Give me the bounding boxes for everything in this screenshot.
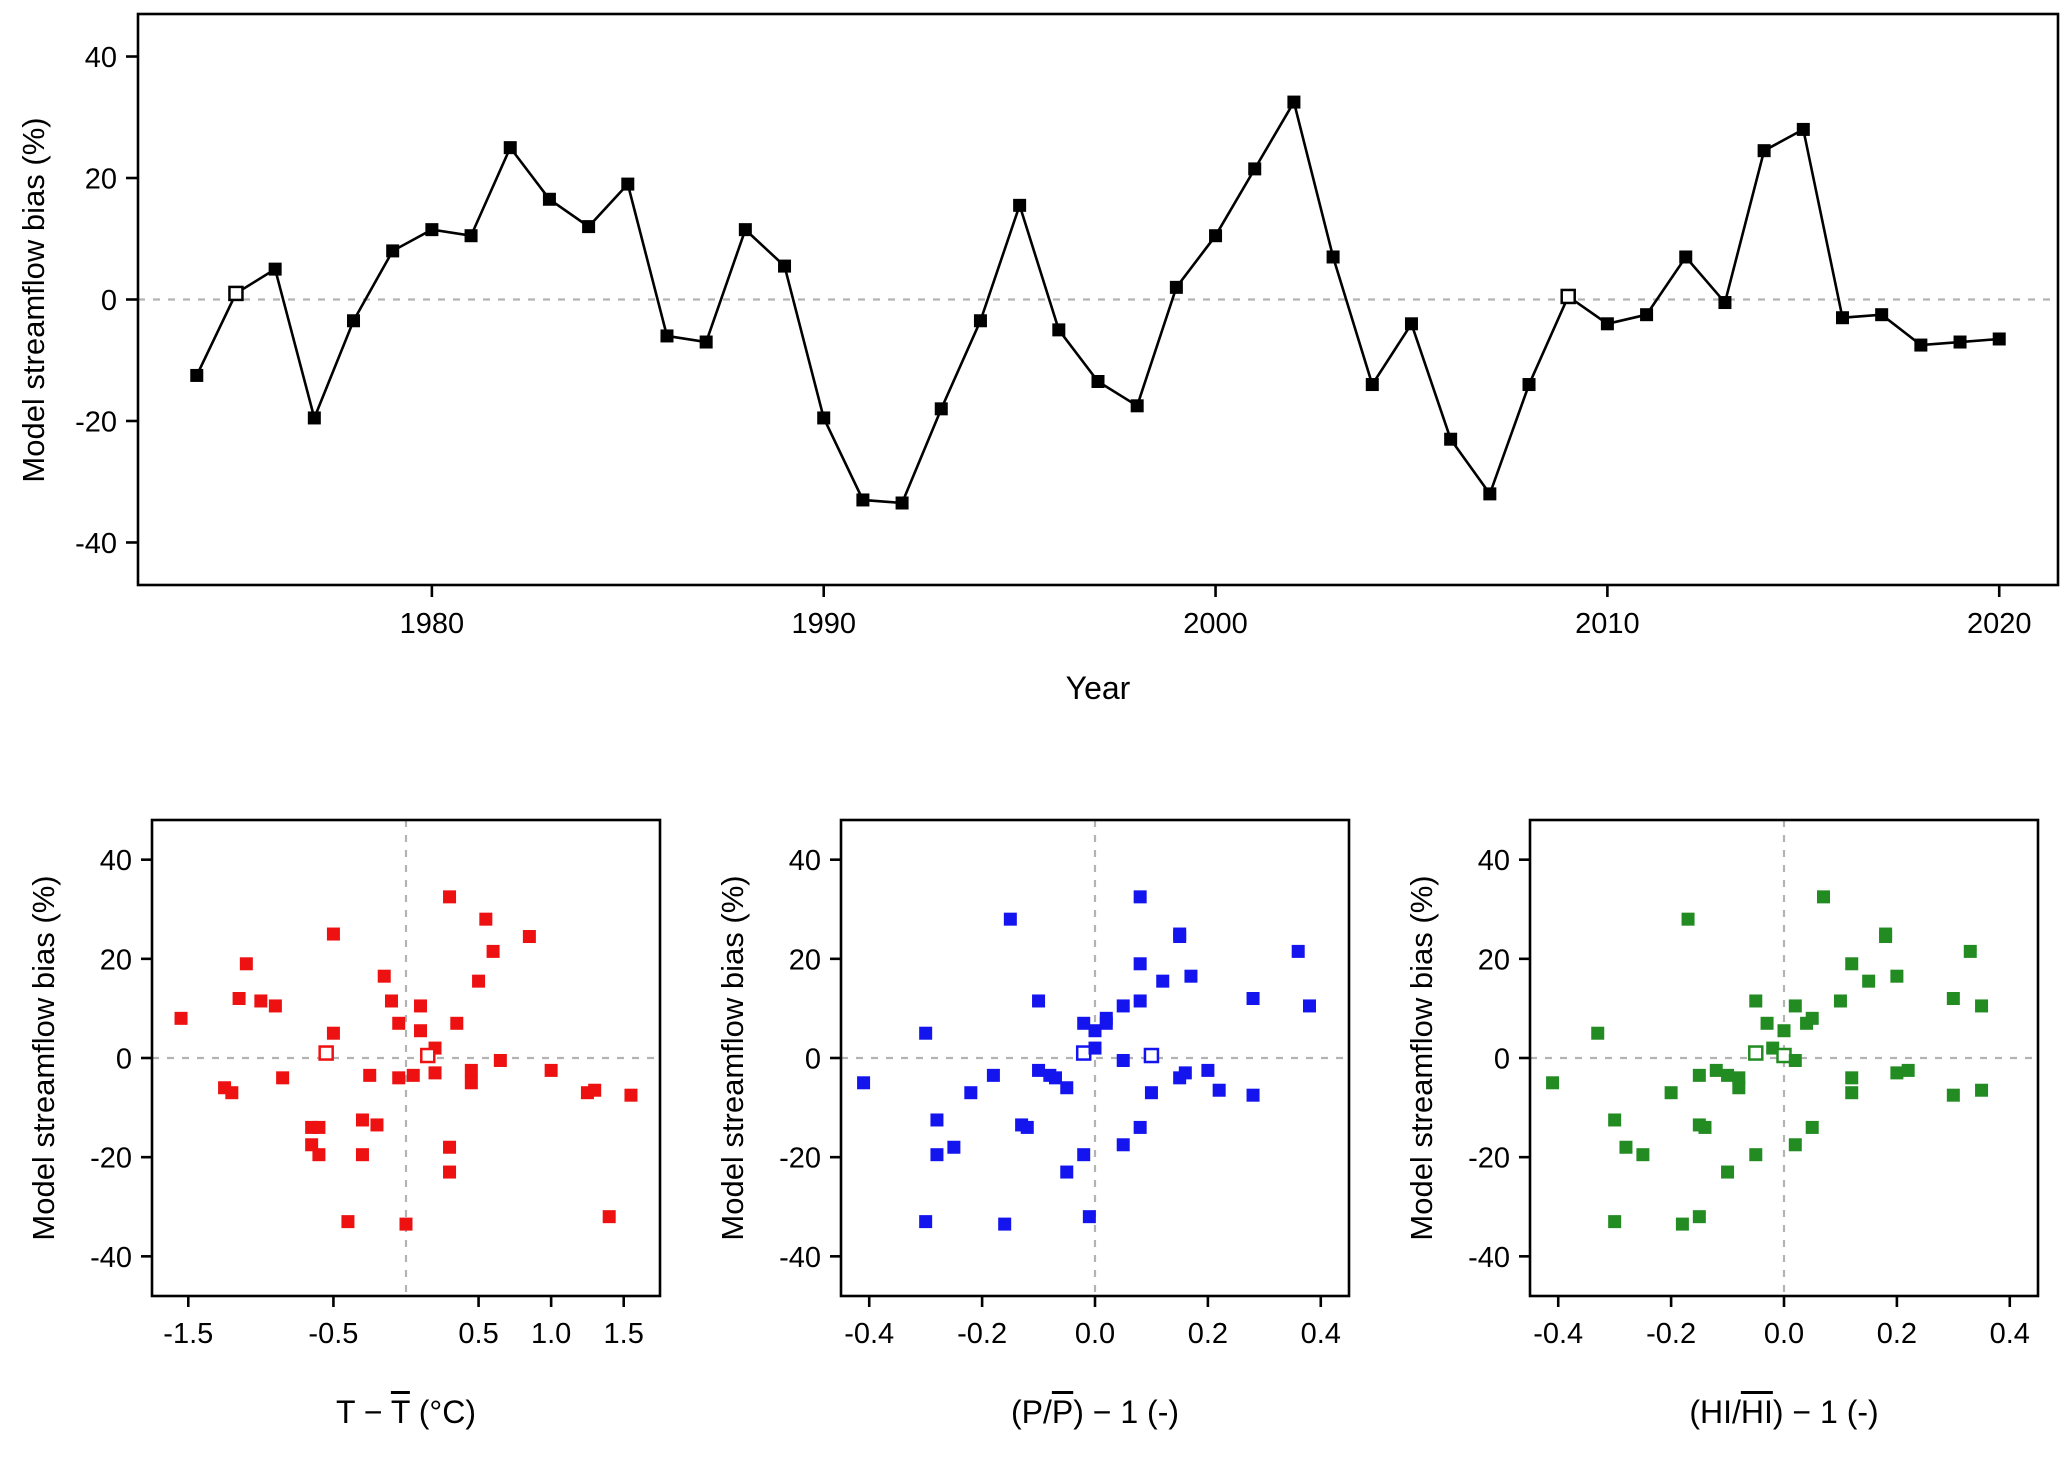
- svg-text:-20: -20: [90, 1143, 132, 1175]
- svg-text:20: 20: [85, 163, 117, 195]
- timeseries-x-axis-label: Year: [138, 670, 2058, 707]
- xlabel-text: Year: [1065, 670, 1131, 706]
- xlabel-text: (P/: [1010, 1394, 1052, 1430]
- svg-text:-0.5: -0.5: [308, 1318, 358, 1350]
- svg-text:40: 40: [100, 845, 132, 877]
- svg-text:-0.2: -0.2: [957, 1318, 1007, 1350]
- humidity-index-scatter-x-axis-label: (HI/HI) − 1 (-): [1530, 1394, 2038, 1431]
- svg-text:-40: -40: [1468, 1242, 1510, 1274]
- svg-text:1.5: 1.5: [604, 1318, 644, 1350]
- svg-text:-0.4: -0.4: [844, 1318, 894, 1350]
- svg-text:40: 40: [85, 42, 117, 74]
- svg-text:0.2: 0.2: [1188, 1318, 1228, 1350]
- xlabel-text: T −: [336, 1394, 391, 1430]
- svg-text:0.4: 0.4: [1301, 1318, 1341, 1350]
- timeseries-plot: 1980 1990 2000 2010 2020 -40 -20 0 20 40: [75, 12, 2060, 640]
- xlabel-suffix-text: (°C): [409, 1394, 476, 1430]
- precipitation-scatter-plot: -0.4 -0.2 0.0 0.2 0.4 -40 -20 0 20 40: [779, 818, 1351, 1350]
- svg-text:2000: 2000: [1183, 608, 1248, 640]
- temperature-scatter-plot: -1.5 -0.5 0.5 1.0 1.5 -40 -20 0 20 40: [90, 818, 662, 1350]
- svg-text:0.2: 0.2: [1877, 1318, 1917, 1350]
- xlabel-overline-text: T: [390, 1394, 410, 1430]
- svg-text:-40: -40: [75, 528, 117, 560]
- precipitation-scatter-x-axis-label: (P/P) − 1 (-): [841, 1394, 1349, 1431]
- svg-text:1.0: 1.0: [531, 1318, 571, 1350]
- humidity-index-scatter-plot: -0.4 -0.2 0.0 0.2 0.4 -40 -20 0 20 40: [1468, 818, 2040, 1350]
- svg-text:-0.2: -0.2: [1646, 1318, 1696, 1350]
- svg-text:-20: -20: [779, 1143, 821, 1175]
- svg-text:-0.4: -0.4: [1533, 1318, 1583, 1350]
- svg-text:0: 0: [101, 285, 117, 317]
- xlabel-suffix-text: ) − 1 (-): [1772, 1394, 1879, 1430]
- svg-text:-40: -40: [90, 1242, 132, 1274]
- xlabel-overline-text: HI: [1740, 1394, 1773, 1430]
- xlabel-suffix-text: ) − 1 (-): [1073, 1394, 1179, 1430]
- svg-text:20: 20: [1478, 944, 1510, 976]
- svg-text:40: 40: [1478, 845, 1510, 877]
- svg-text:0.0: 0.0: [1764, 1318, 1804, 1350]
- svg-text:-20: -20: [75, 406, 117, 438]
- svg-text:2010: 2010: [1575, 608, 1640, 640]
- svg-text:40: 40: [789, 845, 821, 877]
- svg-text:0.5: 0.5: [458, 1318, 498, 1350]
- svg-text:0: 0: [805, 1043, 821, 1075]
- humidity-index-scatter-panel: Model streamflow bias (%) -0.4 -0.2 0.0 0.2…: [1378, 770, 2067, 1470]
- svg-text:0.0: 0.0: [1075, 1318, 1115, 1350]
- svg-text:20: 20: [100, 944, 132, 976]
- xlabel-text: (HI/: [1689, 1394, 1741, 1430]
- svg-text:0.4: 0.4: [1990, 1318, 2030, 1350]
- xlabel-overline-text: P: [1051, 1394, 1074, 1430]
- svg-text:-40: -40: [779, 1242, 821, 1274]
- timeseries-panel: Model streamflow bias (%) 1980 1990 2000 20…: [16, 12, 2060, 707]
- svg-text:0: 0: [116, 1043, 132, 1075]
- svg-text:-1.5: -1.5: [163, 1318, 213, 1350]
- svg-text:1990: 1990: [791, 608, 856, 640]
- svg-text:20: 20: [789, 944, 821, 976]
- precipitation-scatter-panel: Model streamflow bias (%) -0.4 -0.2 0.0 0.2…: [689, 770, 1378, 1470]
- svg-text:0: 0: [1494, 1043, 1510, 1075]
- temperature-scatter-x-axis-label: T − T (°C): [152, 1394, 660, 1431]
- temperature-scatter-panel: Model streamflow bias (%) -1.5 -0.5 0.5 1.0…: [0, 770, 689, 1470]
- svg-text:-20: -20: [1468, 1143, 1510, 1175]
- svg-text:1980: 1980: [400, 608, 465, 640]
- svg-text:2020: 2020: [1967, 608, 2032, 640]
